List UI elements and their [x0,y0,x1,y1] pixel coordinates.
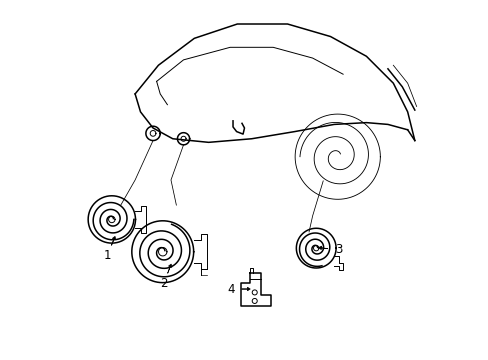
FancyArrow shape [318,246,327,250]
FancyArrow shape [241,287,250,291]
Text: 1: 1 [103,249,111,262]
FancyArrow shape [167,264,171,273]
Text: 2: 2 [160,277,167,290]
Text: 3: 3 [334,243,342,256]
FancyArrow shape [111,237,116,246]
Text: 4: 4 [226,283,234,296]
